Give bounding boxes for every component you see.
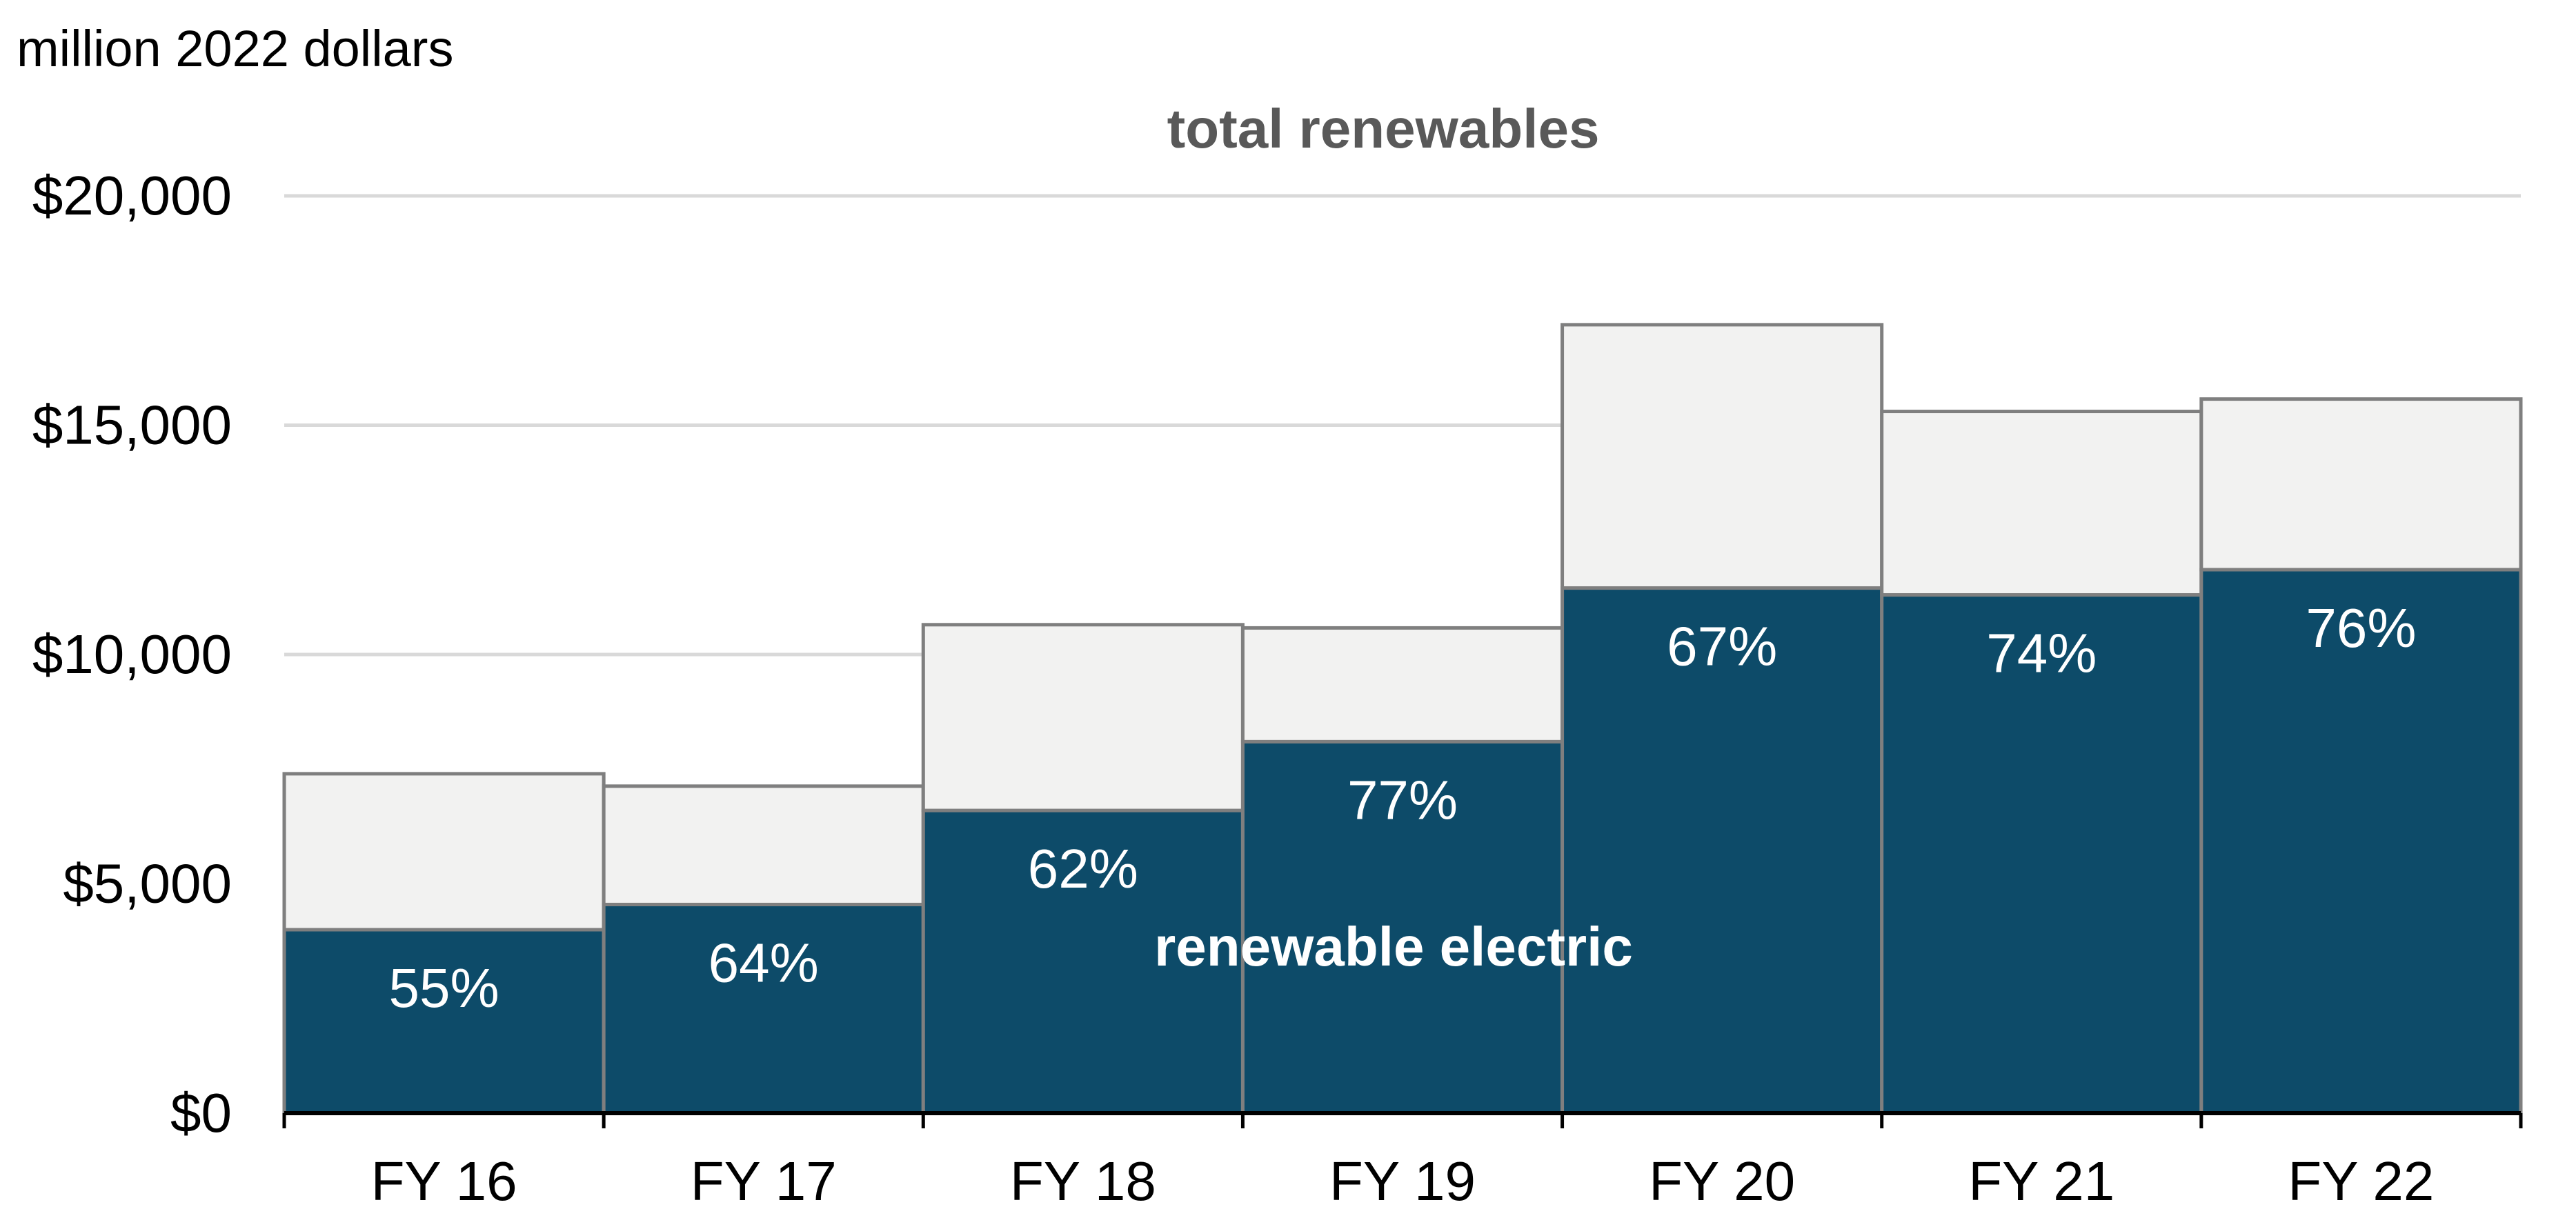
bar-renewable-electric [1240, 739, 1565, 1115]
x-tick-label: FY 22 [2288, 1150, 2434, 1212]
bar-other-renewables [602, 784, 925, 906]
bar-renewable-electric [282, 928, 606, 1115]
x-tick-label: FY 18 [1010, 1150, 1156, 1212]
data-label-share: 67% [1667, 616, 1777, 677]
y-tick-label: $15,000 [32, 395, 232, 456]
x-axis: FY 16 FY 17 FY 18 FY 19 FY 20 FY 21 FY 22 [282, 1111, 2523, 1212]
bar-renewable-electric [2199, 568, 2523, 1115]
annotation-renewable-electric: renewable electric [1154, 916, 1633, 977]
y-axis: $0 $5,000 $10,000 $15,000 $20,000 [32, 165, 232, 1144]
x-tick-label: FY 17 [691, 1150, 837, 1212]
bar-renewable-electric [1561, 586, 1884, 1115]
y-tick-label: $5,000 [63, 853, 232, 915]
bar-other-renewables [282, 772, 606, 932]
x-tick-label: FY 19 [1329, 1150, 1476, 1212]
bar-other-renewables [1240, 626, 1565, 743]
data-label-share: 62% [1028, 838, 1138, 899]
x-tick-label: FY 20 [1649, 1150, 1795, 1212]
y-axis-title: million 2022 dollars [17, 20, 453, 77]
bar-other-renewables [2199, 397, 2523, 572]
bar-other-renewables [1561, 323, 1884, 590]
data-label-share: 55% [389, 957, 499, 1019]
data-label-share: 77% [1347, 769, 1458, 830]
bars: 55% 64% 62% 77% 67% 74% 76% [282, 323, 2523, 1115]
y-tick-label: $20,000 [32, 165, 232, 226]
bar-renewable-electric [1880, 593, 2203, 1115]
labels: million 2022 dollars total renewables re… [17, 20, 1633, 977]
x-tick-label: FY 16 [371, 1150, 517, 1212]
y-tick-label: $10,000 [32, 623, 232, 685]
bar-other-renewables [921, 623, 1245, 812]
data-label-share: 64% [709, 932, 819, 993]
bar-other-renewables [1880, 410, 2203, 597]
bar-renewable-electric [921, 808, 1245, 1115]
x-tick-label: FY 21 [1968, 1150, 2114, 1212]
data-label-share: 74% [1986, 623, 2097, 684]
annotation-total-renewables: total renewables [1167, 98, 1600, 159]
data-label-share: 76% [2306, 597, 2416, 659]
y-tick-label: $0 [170, 1082, 232, 1144]
